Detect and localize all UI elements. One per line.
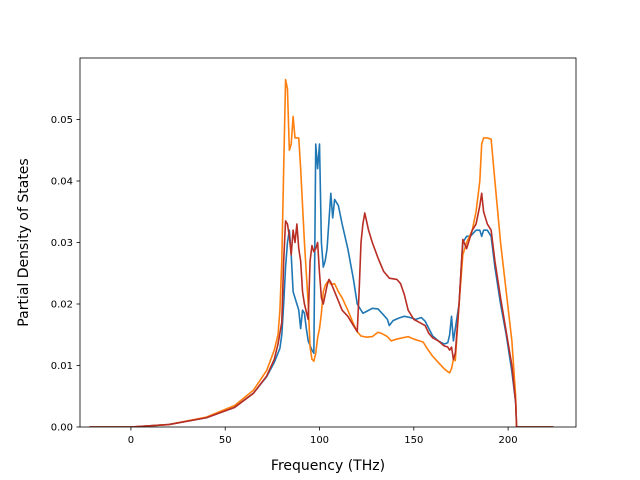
y-tick-label: 0.00	[51, 423, 73, 434]
x-tick-label: 150	[404, 435, 423, 446]
y-axis-ticks: 0.00 0.01 0.02 0.03 0.04 0.05	[51, 115, 80, 434]
y-tick-label: 0.01	[51, 361, 73, 372]
x-tick-label: 0	[128, 435, 134, 446]
y-axis-label: Partial Density of States	[16, 158, 32, 326]
x-tick-label: 200	[499, 435, 518, 446]
x-axis-label: Frequency (THz)	[271, 458, 385, 474]
series-line-2	[89, 78, 554, 427]
y-tick-label: 0.05	[51, 115, 73, 126]
y-tick-label: 0.03	[51, 238, 73, 249]
x-tick-label: 50	[219, 435, 232, 446]
x-axis-ticks: 0 50 100 150 200	[128, 427, 518, 446]
y-tick-label: 0.04	[51, 177, 73, 188]
series-layer	[89, 78, 554, 427]
series-line-3	[89, 192, 554, 427]
x-tick-label: 100	[310, 435, 329, 446]
y-tick-label: 0.02	[51, 300, 73, 311]
